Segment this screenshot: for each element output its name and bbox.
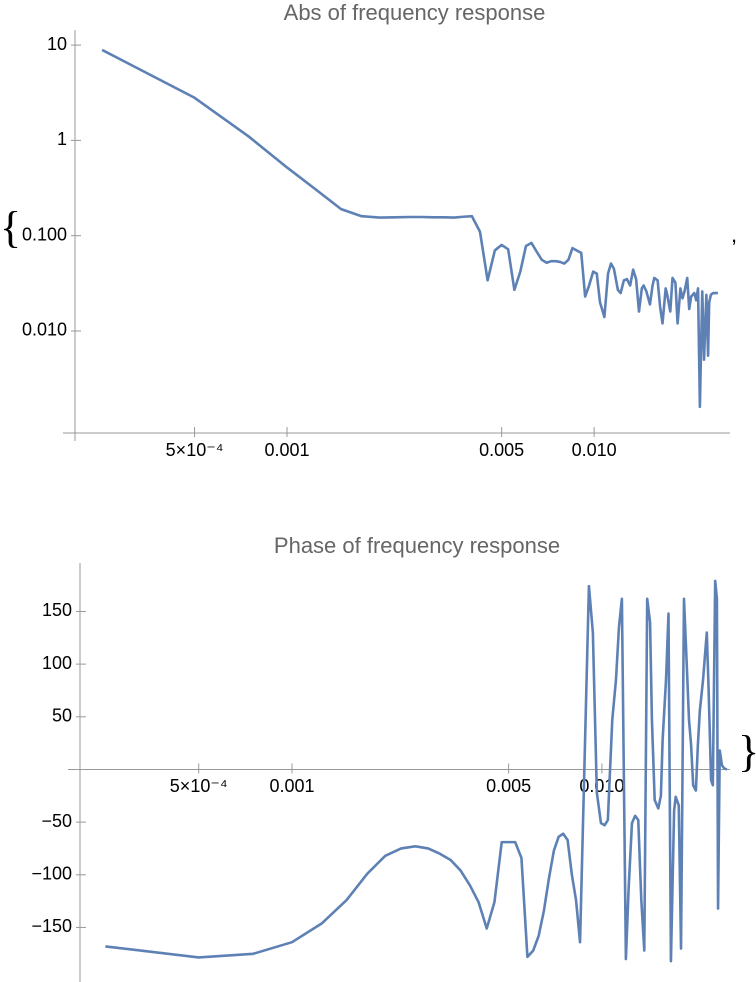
y-tick-label: 150 xyxy=(42,600,72,620)
y-tick-label: 10 xyxy=(47,34,67,54)
y-tick-label: 1 xyxy=(57,129,67,149)
y-tick-label: 0.010 xyxy=(22,320,67,340)
x-tick-label: 0.010 xyxy=(579,776,624,796)
x-tick-label: 0.001 xyxy=(264,440,309,460)
x-tick-label: 0.005 xyxy=(479,440,524,460)
y-tick-label: 50 xyxy=(52,706,72,726)
x-tick-label: 0.001 xyxy=(269,776,314,796)
y-tick-label: 0.100 xyxy=(22,224,67,244)
y-tick-label: 100 xyxy=(42,653,72,673)
x-tick-label: 5×10⁻⁴ xyxy=(166,440,224,460)
x-tick-label: 0.005 xyxy=(486,776,531,796)
data-line xyxy=(101,48,718,409)
x-tick-label: 0.010 xyxy=(572,440,617,460)
y-tick-label: −100 xyxy=(31,864,72,884)
y-tick-label: −50 xyxy=(41,811,72,831)
chart-title: Abs of frequency response xyxy=(284,0,546,25)
data-line xyxy=(105,579,728,963)
open-brace: { xyxy=(0,203,21,252)
chart-title: Phase of frequency response xyxy=(274,533,560,558)
y-tick-label: −150 xyxy=(31,916,72,936)
x-tick-label: 5×10⁻⁴ xyxy=(170,776,228,796)
separator: , xyxy=(731,222,737,247)
close-brace: } xyxy=(738,727,756,776)
